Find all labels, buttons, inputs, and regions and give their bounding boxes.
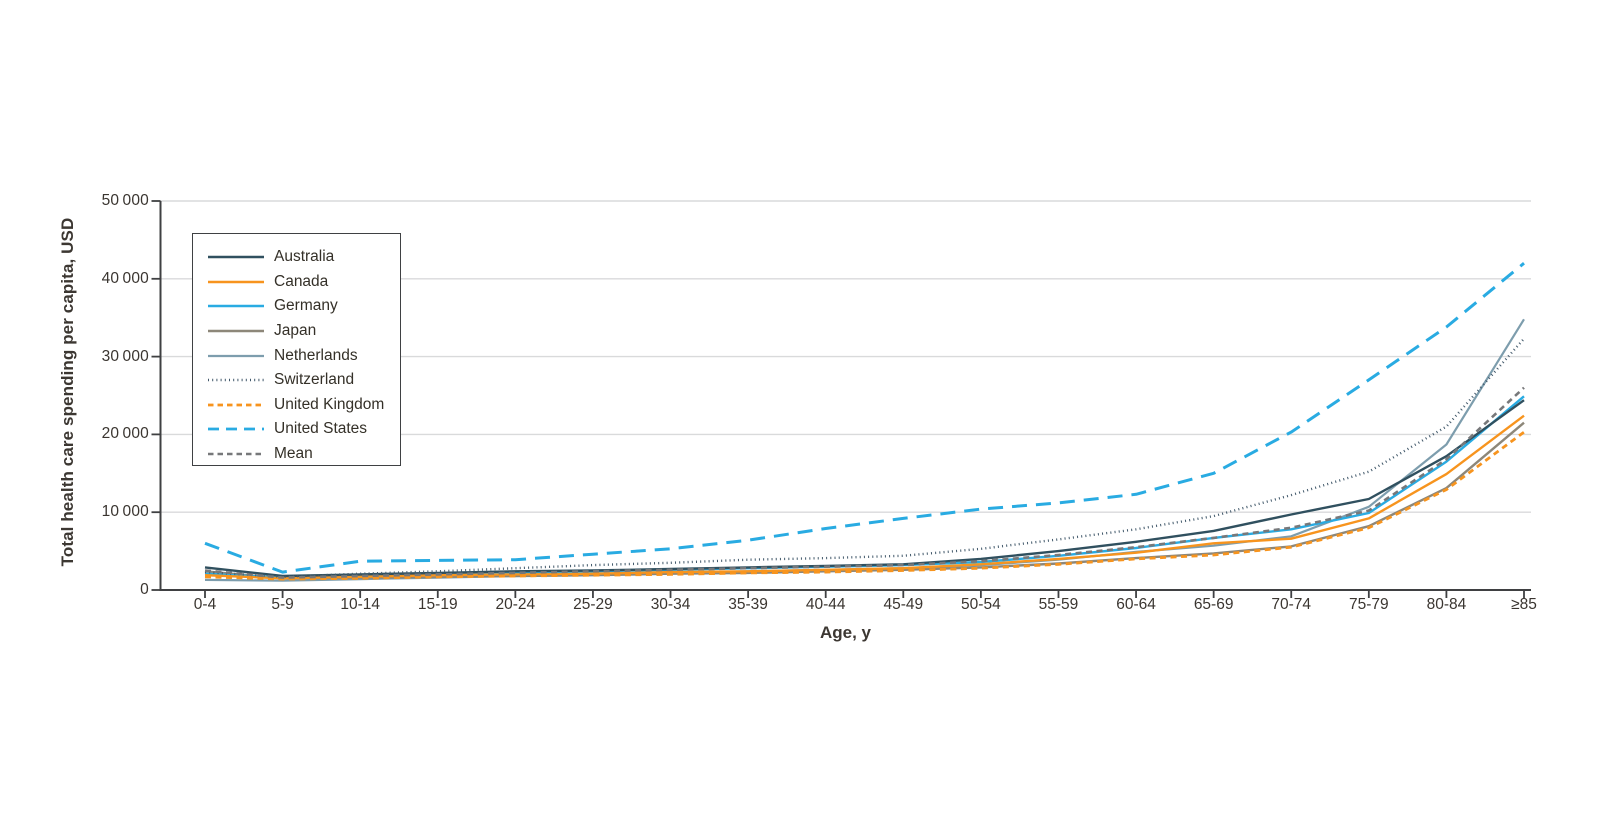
x-tick-label: 10-14 [340, 596, 380, 613]
legend-line-icon [208, 305, 264, 308]
x-tick-label: 25-29 [573, 596, 613, 613]
legend-line-icon [208, 329, 264, 333]
x-tick-label: 70-74 [1271, 596, 1312, 613]
y-tick-label: 30 000 [101, 347, 149, 365]
legend-line-icon [208, 280, 264, 284]
legend-item-australia: Australia [208, 245, 400, 270]
legend-item-united-states: United States [208, 417, 400, 442]
x-tick-label: 0-4 [193, 596, 217, 613]
y-tick-label: 20 000 [101, 425, 149, 443]
x-tick-label: 5-9 [271, 596, 294, 613]
series-line-united-states [204, 262, 1525, 574]
legend-item-mean: Mean [208, 442, 400, 467]
legend-label: Canada [274, 272, 329, 290]
legend-line-icon [208, 452, 264, 456]
x-tick-label: 30-34 [650, 596, 691, 613]
x-tick-label: ≥85 [1511, 596, 1537, 613]
legend-item-germany: Germany [208, 294, 400, 319]
x-tick-label: 20-24 [495, 596, 536, 613]
legend-line-icon [208, 403, 264, 407]
legend-item-switzerland: Switzerland [208, 368, 400, 393]
series-line-canada [204, 414, 1525, 580]
x-tick-label: 75-79 [1348, 596, 1389, 613]
series-line-netherlands [204, 318, 1525, 582]
series-line-switzerland [204, 337, 1525, 578]
y-tick-label: 40 000 [101, 269, 149, 287]
x-tick-label: 40-44 [805, 596, 846, 613]
legend-line-icon [208, 354, 264, 357]
legend-line-icon [208, 256, 264, 259]
series-line-australia [204, 399, 1525, 578]
legend-item-japan: Japan [208, 319, 400, 344]
y-tick-label: 50 000 [101, 192, 149, 209]
legend-label: Germany [274, 297, 338, 315]
y-tick-label: 0 [140, 581, 149, 598]
legend-label: Mean [274, 445, 313, 463]
legend-label: Switzerland [274, 371, 355, 389]
x-tick-label: 65-69 [1193, 596, 1234, 613]
x-tick-label: 55-59 [1038, 596, 1079, 613]
legend: Australia Canada Germany Japan Netherlands Sw… [192, 233, 401, 466]
series-line-mean [204, 386, 1525, 579]
legend-line-icon [208, 379, 264, 382]
legend-line-icon [208, 428, 264, 431]
x-tick-label: 35-39 [728, 596, 768, 613]
y-axis-title: Total health care spending per capita, U… [58, 217, 77, 567]
x-axis-title: Age, y [819, 623, 872, 642]
series-line-germany [204, 395, 1525, 579]
x-tick-label: 80-84 [1426, 596, 1467, 613]
legend-item-netherlands: Netherlands [208, 343, 400, 368]
y-tick-label: 10 000 [101, 503, 149, 521]
legend-label: Australia [274, 248, 335, 266]
x-tick-label: 50-54 [961, 596, 1001, 613]
x-tick-label: 45-49 [883, 596, 924, 613]
legend-item-united-kingdom: United Kingdom [208, 393, 400, 418]
series-line-japan [204, 421, 1525, 580]
legend-label: Japan [274, 322, 317, 340]
legend-item-canada: Canada [208, 270, 400, 295]
legend-label: Netherlands [274, 346, 358, 364]
x-tick-label: 60-64 [1116, 596, 1156, 613]
legend-label: United Kingdom [274, 395, 385, 413]
x-tick-label: 15-19 [417, 596, 458, 613]
legend-label: United States [274, 420, 368, 438]
